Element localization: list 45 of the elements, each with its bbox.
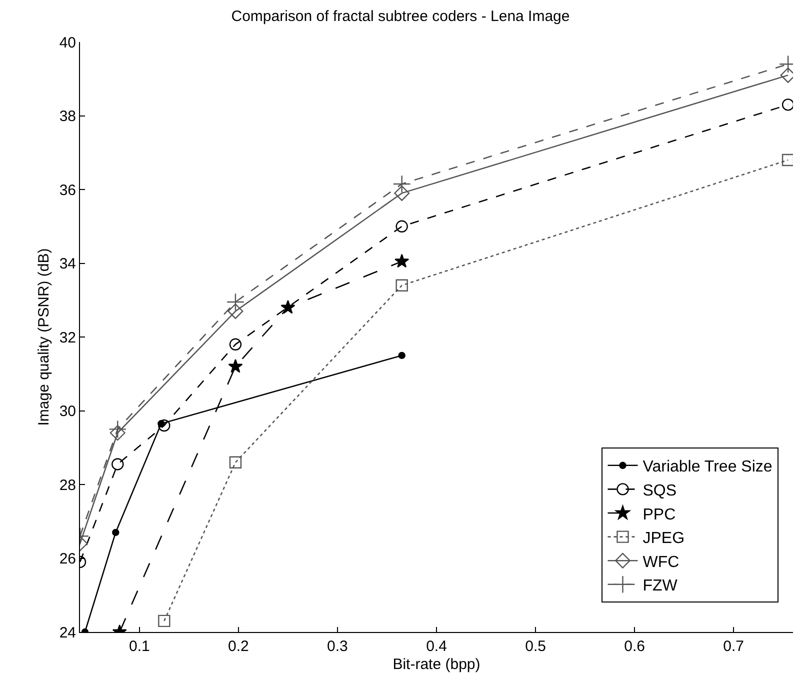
point (782, 154, 793, 166)
point (228, 303, 244, 319)
chart-title: Comparison of fractal subtree coders - Lena Image (231, 8, 570, 25)
y-tick-label: 40 (59, 34, 76, 52)
point (112, 458, 124, 470)
point (229, 338, 242, 350)
point (396, 279, 408, 292)
point (396, 220, 408, 232)
legend-label: SQS (642, 482, 677, 500)
y-tick-label: 28 (59, 476, 76, 494)
x-tick-label: 0.1 (128, 638, 150, 655)
x-tick-label: 0.4 (426, 638, 447, 655)
x-tick-label: 0.6 (624, 638, 645, 655)
point (158, 419, 170, 432)
point (394, 254, 410, 268)
x-tick-label: 0.5 (525, 638, 546, 655)
y-tick-label: 34 (59, 256, 76, 272)
point (108, 420, 127, 438)
point (280, 300, 296, 314)
x-tick-label: 0.3 (327, 638, 348, 655)
point (392, 174, 411, 193)
point (229, 456, 242, 468)
legend-label: PPC (642, 506, 676, 524)
y-tick-label: 30 (59, 403, 76, 420)
y-tick-label: 24 (59, 624, 76, 642)
legend-label: WFC (642, 554, 680, 571)
y-tick-label: 36 (59, 182, 76, 199)
point (394, 185, 410, 201)
x-tick-label: 0.2 (228, 638, 249, 655)
y-axis-title: Image quality (PSNR) (dB) (36, 248, 53, 426)
point (110, 425, 126, 441)
legend-label: JPEG (642, 530, 685, 548)
x-axis-title: Bit-rate (bpp) (392, 656, 480, 673)
legend-label: FZW (642, 578, 678, 595)
point (112, 528, 120, 536)
y-tick-label: 26 (59, 550, 76, 568)
point (158, 614, 170, 628)
y-tick-label: 32 (59, 329, 76, 346)
legend-label: Variable Tree Size (642, 458, 772, 476)
y-tick-label: 38 (59, 108, 76, 125)
x-tick-label: 0.7 (723, 638, 744, 655)
point (228, 358, 243, 373)
point (782, 98, 793, 111)
point (398, 352, 406, 360)
point (226, 292, 244, 311)
